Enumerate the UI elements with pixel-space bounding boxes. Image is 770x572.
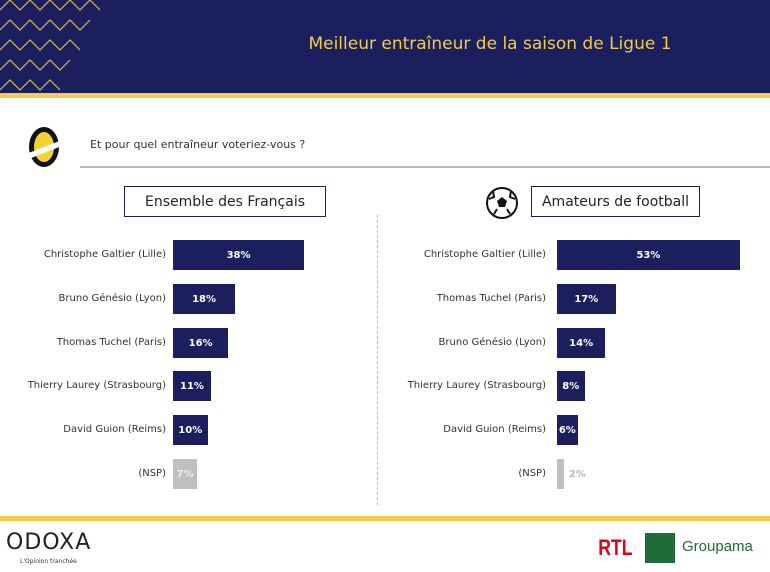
bar: 10% (173, 415, 208, 445)
category-label: Thierry Laurey (Strasbourg) (407, 380, 546, 391)
groupama-logo-icon (645, 533, 675, 563)
page-title: Meilleur entraîneur de la saison de Ligu… (308, 34, 672, 54)
category-label: David Guion (Reims) (63, 424, 166, 435)
football-icon (486, 187, 518, 219)
category-label: Christophe Galtier (Lille) (423, 249, 546, 260)
chevron-pattern-decoration (0, 0, 101, 91)
data-label: 38% (226, 249, 251, 261)
data-label: 2% (568, 468, 586, 480)
groupama-logo: Groupama (682, 538, 753, 555)
data-label: 8% (562, 380, 580, 392)
bar-nsp: 7% (173, 459, 198, 489)
data-label: 53% (636, 249, 661, 261)
data-label: 6% (558, 424, 576, 436)
data-label: 10% (178, 424, 203, 436)
data-label: 14% (569, 337, 594, 349)
category-label: (NSP) (518, 468, 546, 479)
bar: 17% (557, 284, 616, 314)
panel-title-right: Amateurs de football (531, 186, 700, 217)
category-label: Christophe Galtier (Lille) (43, 249, 166, 260)
question-text: Et pour quel entraîneur voteriez-vous ? (90, 138, 306, 151)
header-banner: Meilleur entraîneur de la saison de Ligu… (0, 0, 770, 93)
data-label: 11% (180, 380, 204, 392)
data-label: 18% (192, 293, 217, 305)
divider (0, 516, 770, 521)
bar: 18% (173, 284, 236, 314)
bar-nsp: 2% (557, 459, 586, 489)
bar: 16% (173, 328, 229, 358)
panel-title-left: Ensemble des Français (124, 186, 326, 217)
category-label: Thomas Tuchel (Paris) (436, 293, 546, 304)
category-label: (NSP) (138, 468, 166, 479)
bar: 38% (173, 240, 305, 270)
bar: 8% (557, 371, 585, 401)
category-label: David Guion (Reims) (443, 424, 546, 435)
odoxa-brand-logo: ODOXA (6, 530, 92, 555)
bar: 11% (173, 371, 211, 401)
category-label: Bruno Génésio (Lyon) (58, 293, 166, 304)
divider (0, 93, 770, 98)
divider (80, 166, 770, 168)
bar: 14% (557, 328, 606, 358)
odoxa-logo-icon (26, 127, 62, 167)
category-label: Thierry Laurey (Strasbourg) (27, 380, 166, 391)
data-label: 17% (574, 293, 599, 305)
rtl-logo: RTL (598, 535, 633, 560)
data-label: 16% (188, 337, 213, 349)
category-label: Thomas Tuchel (Paris) (56, 337, 166, 348)
odoxa-tagline: L'Opinion tranchée (20, 558, 77, 565)
data-label: 7% (176, 468, 194, 480)
panel-divider (377, 215, 378, 505)
bar: 6% (557, 415, 578, 445)
bar: 53% (557, 240, 740, 270)
category-label: Bruno Génésio (Lyon) (438, 337, 546, 348)
